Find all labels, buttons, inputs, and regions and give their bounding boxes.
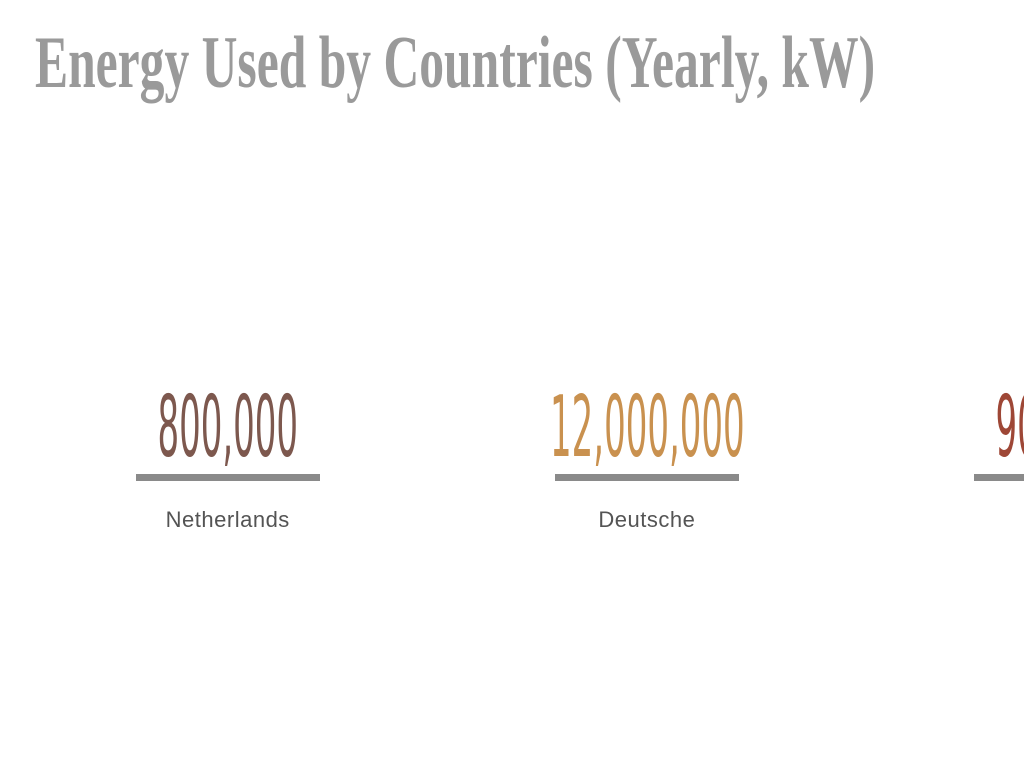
stat-value-japan: 900,000 bbox=[995, 378, 1024, 477]
stat-netherlands: 800,000 Netherlands bbox=[52, 378, 404, 533]
stat-value-deutsche: 12,000,000 bbox=[549, 378, 745, 477]
stat-value-netherlands: 800,000 bbox=[157, 378, 299, 477]
stat-japan: 900,000 Japan bbox=[890, 378, 1024, 533]
stat-underline bbox=[135, 474, 320, 481]
stats-row: 800,000 Netherlands 12,000,000 Deutsche … bbox=[52, 378, 1024, 533]
stat-label-netherlands: Netherlands bbox=[165, 507, 290, 532]
stat-label-deutsche: Deutsche bbox=[598, 507, 696, 532]
stat-value-wrap: 900,000 bbox=[890, 378, 1024, 477]
stat-deutsche: 12,000,000 Deutsche bbox=[404, 378, 891, 533]
stat-underline bbox=[973, 474, 1024, 481]
page-title: Energy Used by Countries (Yearly, kW) bbox=[35, 22, 876, 104]
stat-underline bbox=[554, 474, 739, 481]
stat-value-wrap: 800,000 bbox=[52, 378, 404, 477]
stat-value-wrap: 12,000,000 bbox=[404, 378, 891, 477]
